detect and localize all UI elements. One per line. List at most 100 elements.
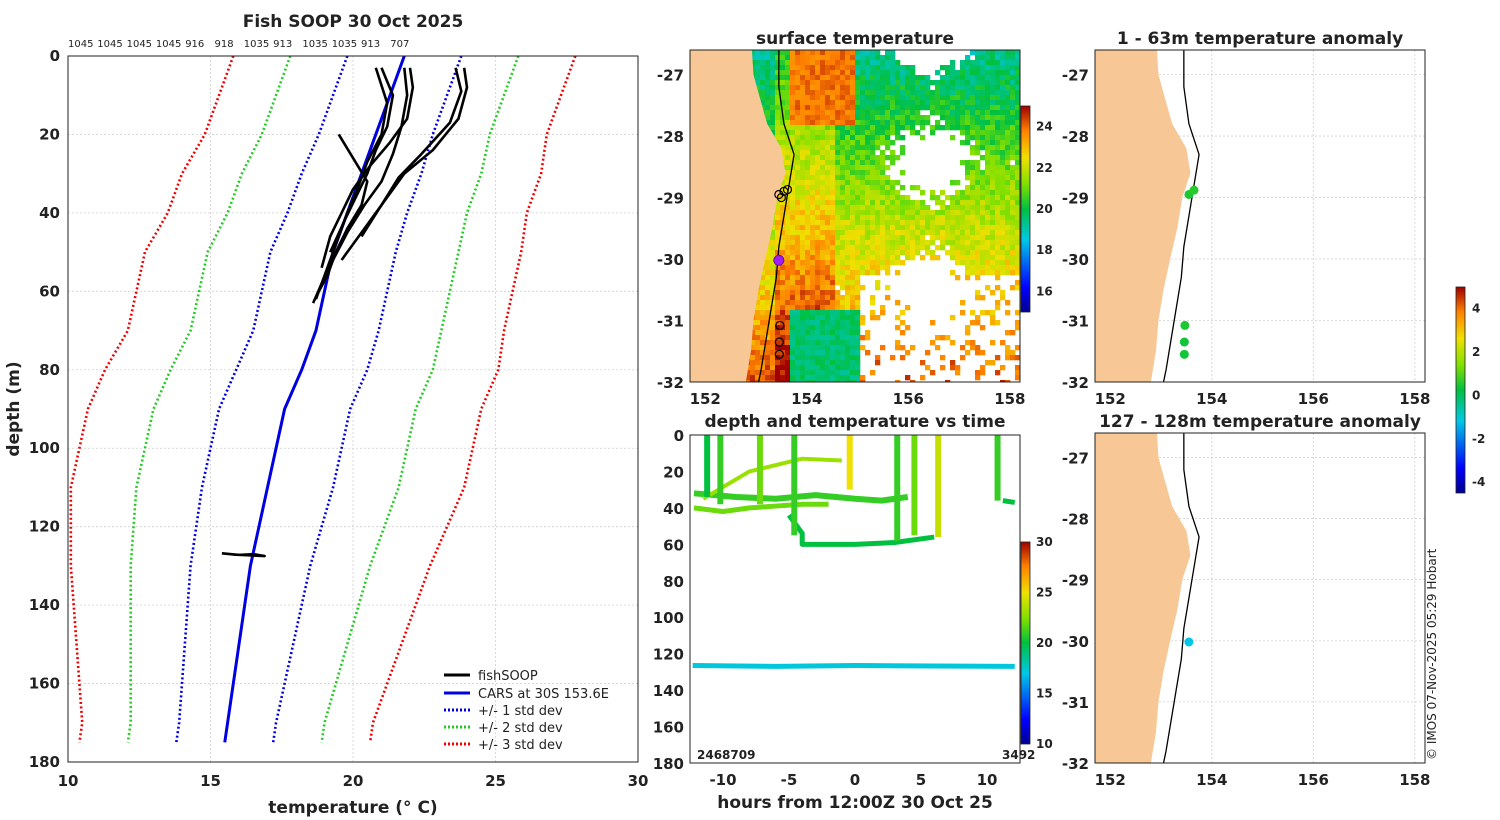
sst-cell xyxy=(905,75,911,81)
sst-cell xyxy=(865,50,871,56)
sst-cell xyxy=(900,90,906,96)
sst-cell xyxy=(770,245,776,251)
sst-cell xyxy=(985,245,991,251)
sst-cell xyxy=(815,225,821,231)
sst-cell xyxy=(980,220,986,226)
sst-cell xyxy=(940,335,946,341)
sst-cell xyxy=(805,200,811,206)
sst-cell xyxy=(905,210,911,216)
sst-cell xyxy=(840,305,846,311)
sst-cell xyxy=(935,345,941,351)
sst-cell xyxy=(1000,50,1006,56)
sst-cell xyxy=(840,265,846,271)
sst-cell xyxy=(915,115,921,121)
sst-cell xyxy=(835,225,841,231)
sst-cell xyxy=(855,345,861,351)
sst-cell xyxy=(1005,230,1011,236)
sst-cell xyxy=(840,225,846,231)
sst-cell xyxy=(975,295,981,301)
sst-cell xyxy=(790,310,796,316)
sst-cell xyxy=(985,150,991,156)
sst-cell xyxy=(860,375,866,381)
sst-cell xyxy=(810,315,816,321)
sst-cell xyxy=(890,60,896,66)
sst-cell xyxy=(885,50,891,56)
sst-cell xyxy=(835,195,841,201)
sst-cell xyxy=(870,120,876,126)
sst-cell xyxy=(960,200,966,206)
sst-cell xyxy=(795,255,801,261)
sst-cell xyxy=(995,175,1001,181)
sst-cell xyxy=(855,220,861,226)
sst-cell xyxy=(960,240,966,246)
sst-cell xyxy=(960,60,966,66)
sst-cell xyxy=(880,220,886,226)
sst-cell xyxy=(810,215,816,221)
sst-cell xyxy=(980,80,986,86)
sst-cell xyxy=(845,140,851,146)
sst-cell xyxy=(850,290,856,296)
sst-cell xyxy=(955,260,961,266)
sst-cell xyxy=(985,225,991,231)
sst-cell xyxy=(995,85,1001,91)
sst-cell xyxy=(940,190,946,196)
sst-cell xyxy=(840,250,846,256)
sst-cell xyxy=(825,345,831,351)
a1-y-tick: -31 xyxy=(1062,313,1089,331)
sst-cell xyxy=(925,100,931,106)
sst-cell xyxy=(1000,130,1006,136)
sst-cell xyxy=(885,210,891,216)
sst-cell xyxy=(830,225,836,231)
sst-cell xyxy=(880,160,886,166)
sst-cell xyxy=(845,145,851,151)
sst-cell xyxy=(815,110,821,116)
sst-cell xyxy=(795,280,801,286)
sst-cell xyxy=(855,275,861,281)
dt-y-tick: 60 xyxy=(663,536,684,554)
sst-cell xyxy=(790,105,796,111)
sst-cell xyxy=(990,220,996,226)
sst-cell xyxy=(850,165,856,171)
sst-cell xyxy=(845,330,851,336)
sst-cell xyxy=(785,195,791,201)
sst-cell xyxy=(995,275,1001,281)
sst-cell xyxy=(845,185,851,191)
sst-cell xyxy=(980,110,986,116)
sst-cell xyxy=(795,170,801,176)
sst-cell xyxy=(780,235,786,241)
sst-cell xyxy=(770,365,776,371)
sst-cell xyxy=(950,70,956,76)
sst-cell xyxy=(790,55,796,61)
sst-cell xyxy=(960,210,966,216)
sst-cell xyxy=(860,75,866,81)
sst-cell xyxy=(825,355,831,361)
sst-cell xyxy=(970,75,976,81)
sst-cell xyxy=(820,325,826,331)
sst-cell xyxy=(820,110,826,116)
sst-cell xyxy=(975,205,981,211)
sst-cell xyxy=(815,245,821,251)
sst-cell xyxy=(1000,95,1006,101)
sst-cell xyxy=(790,85,796,91)
sst-cell xyxy=(780,125,786,131)
sst-cell xyxy=(940,75,946,81)
sst-cell xyxy=(860,160,866,166)
sst-cell xyxy=(845,150,851,156)
sst-cell xyxy=(900,215,906,221)
sst-cell xyxy=(970,70,976,76)
sst-cell xyxy=(985,285,991,291)
sst-cell xyxy=(975,65,981,71)
sst-cell xyxy=(845,50,851,56)
sst-cell xyxy=(810,275,816,281)
sst-cell xyxy=(975,275,981,281)
sst-cell xyxy=(825,360,831,366)
sst-cell xyxy=(965,240,971,246)
sst-cell xyxy=(785,300,791,306)
sst-cell xyxy=(980,105,986,111)
sst-cell xyxy=(805,260,811,266)
sst-cell xyxy=(995,305,1001,311)
sst-cell xyxy=(785,90,791,96)
sst-cell xyxy=(1000,210,1006,216)
sst-cell xyxy=(790,270,796,276)
sst-cell xyxy=(840,175,846,181)
